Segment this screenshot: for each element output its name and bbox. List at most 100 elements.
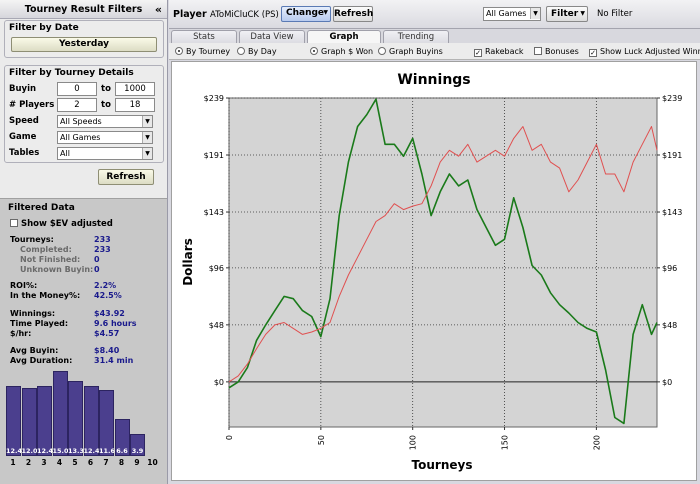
change-player-button[interactable]: Change ▼ — [281, 6, 331, 22]
graph-buyins-label: Graph Buyins — [389, 47, 443, 56]
histogram-bar — [130, 433, 145, 456]
histogram-label: 2 — [25, 458, 32, 467]
histogram-bar — [99, 390, 114, 456]
show-ev-checkbox[interactable]: Show $EV adjusted — [10, 219, 113, 229]
stat-label: Time Played: — [10, 319, 69, 328]
histogram-bar — [68, 380, 83, 456]
histogram-bar — [6, 385, 21, 456]
chevron-down-icon[interactable]: ▼ — [323, 9, 328, 16]
stat-value: 2.2% — [94, 281, 117, 290]
y-tick-label-right: $96 — [662, 264, 677, 273]
stat-value: $8.40 — [94, 346, 120, 355]
histogram-bar — [52, 371, 68, 456]
x-tick-label: 150 — [501, 435, 510, 450]
y-tick-label-right: $239 — [662, 94, 682, 103]
filtered-data-panel: Filtered Data Show $EV adjusted Tourneys… — [0, 198, 167, 484]
tables-select[interactable]: All ▼ — [57, 147, 153, 160]
speed-select[interactable]: All Speeds ▼ — [57, 115, 153, 128]
histogram-value: 15.0 — [52, 447, 69, 455]
bonuses-checkbox[interactable]: Bonuses — [534, 46, 579, 57]
game-select[interactable]: All Games ▼ — [57, 131, 153, 144]
checkbox-icon[interactable] — [10, 219, 18, 227]
games-select[interactable]: All Games ▼ — [483, 7, 541, 21]
rakeback-label: Rakeback — [485, 47, 524, 56]
histogram-value: 12.4 — [83, 447, 100, 455]
checkmark-icon[interactable]: ✓ — [589, 49, 597, 57]
histogram-bar — [114, 418, 130, 456]
show-ev-label: Show $EV adjusted — [21, 219, 113, 229]
checkmark-icon[interactable]: ✓ — [474, 49, 482, 57]
stat-value: 42.5% — [94, 291, 122, 300]
stat-value: 9.6 hours — [94, 319, 137, 328]
chevron-down-icon[interactable]: ▼ — [530, 8, 540, 19]
stat-label: Winnings: — [10, 309, 56, 318]
histogram-label: 8 — [118, 458, 125, 467]
radio-selected-icon[interactable] — [310, 47, 318, 55]
radio-icon[interactable] — [237, 47, 245, 55]
by-day-radio[interactable]: By Day — [237, 46, 277, 57]
players-label: # Players — [9, 100, 55, 110]
chevron-down-icon[interactable]: ▼ — [142, 132, 152, 143]
players-max-input[interactable]: 18 — [115, 98, 155, 112]
refresh-filters-button[interactable]: Refresh — [98, 169, 154, 185]
by-tourney-label: By Tourney — [186, 47, 231, 56]
y-tick-label: $239 — [204, 94, 224, 103]
by-tourney-radio[interactable]: By Tourney — [175, 46, 230, 57]
graph-options-bar: By Tourney By Day Graph $ Won Graph Buyi… — [169, 43, 700, 60]
x-tick-label: 0 — [225, 435, 234, 440]
y-tick-label-right: $48 — [662, 321, 677, 330]
tab-trending[interactable]: Trending — [383, 30, 449, 43]
speed-select-value: All Speeds — [60, 117, 102, 126]
luck-adjusted-checkbox[interactable]: ✓ Show Luck Adjusted Winn — [589, 46, 700, 57]
chevron-down-icon[interactable]: ▼ — [142, 116, 152, 127]
change-label: Change — [286, 8, 325, 18]
stat-label: Avg Duration: — [10, 356, 73, 365]
filter-button[interactable]: Filter ▼ — [546, 6, 588, 22]
stat-value: 31.4 min — [94, 356, 134, 365]
filter-by-tourney-title: Filter by Tourney Details — [9, 68, 134, 78]
stat-value: 233 — [94, 245, 111, 254]
games-select-value: All Games — [486, 9, 527, 18]
player-name: AToMiCluCK (PS) — [210, 10, 279, 20]
yesterday-button[interactable]: Yesterday — [11, 37, 157, 52]
radio-selected-icon[interactable] — [175, 47, 183, 55]
buyin-max-input[interactable]: 1000 — [115, 82, 155, 96]
graph-won-label: Graph $ Won — [321, 47, 374, 56]
players-min-input[interactable]: 2 — [57, 98, 97, 112]
by-day-label: By Day — [248, 47, 277, 56]
filter-label: Filter — [551, 9, 579, 19]
y-tick-label-right: $191 — [662, 151, 682, 160]
filter-status: No Filter — [597, 9, 633, 19]
buyin-min-input[interactable]: 0 — [57, 82, 97, 96]
stat-label: Avg Buyin: — [10, 346, 59, 355]
filtered-data-title: Filtered Data — [8, 203, 75, 213]
stat-label: Completed: — [20, 245, 72, 254]
chart-title: Winnings — [397, 72, 470, 88]
stat-value: 0 — [94, 265, 100, 274]
x-tick-label: 200 — [592, 435, 601, 450]
tab-graph[interactable]: Graph — [307, 30, 381, 44]
tab-stats[interactable]: Stats — [171, 30, 237, 43]
bonuses-label: Bonuses — [545, 47, 579, 56]
graph-buyins-radio[interactable]: Graph Buyins — [378, 46, 443, 57]
stat-label: $/hr: — [10, 329, 32, 338]
x-axis-label: Tourneys — [412, 458, 473, 472]
tables-select-value: All — [60, 149, 70, 158]
graph-won-radio[interactable]: Graph $ Won — [310, 46, 373, 57]
x-tick-label: 50 — [317, 435, 326, 445]
checkbox-icon[interactable] — [534, 47, 542, 55]
refresh-player-button[interactable]: Refresh — [333, 6, 373, 22]
collapse-icon[interactable]: « — [154, 3, 162, 16]
chevron-down-icon[interactable]: ▼ — [580, 10, 585, 17]
y-tick-label: $48 — [209, 321, 224, 330]
histogram-bar — [21, 388, 37, 456]
y-tick-label-right: $0 — [662, 378, 672, 387]
histogram-label: 5 — [72, 458, 78, 467]
tab-data-view[interactable]: Data View — [239, 30, 305, 43]
rakeback-checkbox[interactable]: ✓ Rakeback — [474, 46, 524, 57]
winnings-chart: Winnings Tourneys Dollars $0 $0 $48 $48 $96 $… — [171, 61, 697, 481]
luck-adjusted-label: Show Luck Adjusted Winn — [600, 47, 700, 56]
winnings-chart-svg: Winnings Tourneys Dollars $0 $0 $48 $48 $96 $… — [181, 72, 682, 472]
radio-icon[interactable] — [378, 47, 386, 55]
chevron-down-icon[interactable]: ▼ — [142, 148, 152, 159]
